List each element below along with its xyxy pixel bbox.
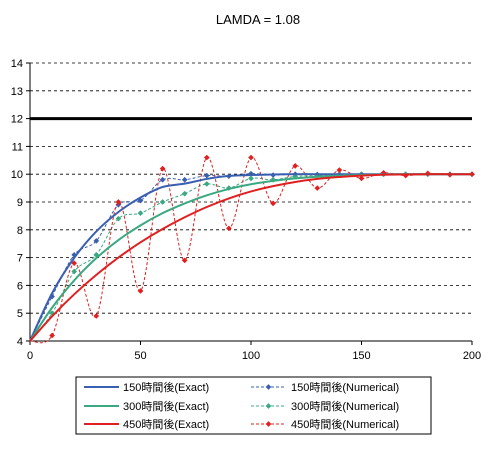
legend: 150時間後(Exact) 300時間後(Exact) 450時間後(Exact) 1… [75,376,432,435]
legend-label-numerical-2: 300時間後(Numerical) [291,399,399,413]
y-tick-label-6: 6 [17,280,23,292]
y-tick-label-7: 7 [17,253,23,265]
x-tick-label-100: 100 [242,350,260,362]
series-6-point-15 [358,175,365,182]
chart-title: LAMDA = 1.08 [216,12,300,27]
x-tick-label-150: 150 [352,350,370,362]
series-6-point-1 [49,332,55,339]
series-6-point-2 [71,260,78,266]
series-5-point-5 [137,210,144,216]
legend-label-numerical-1: 150時間後(Numerical) [291,380,399,394]
series-4-point-3 [93,238,100,244]
y-tick-label-8: 8 [17,225,23,237]
series-6-point-7 [181,257,188,264]
series-5-point-8 [203,181,210,187]
series-5-point-4 [115,215,122,222]
series-6-point-14 [336,167,343,173]
series-6-point-11 [270,200,276,207]
y-tick-label-11: 11 [12,141,23,153]
legend-label-exact-1: 150時間後(Exact) [123,380,209,394]
series-3-line [29,173,472,342]
x-tick-label-0: 0 [27,350,33,362]
y-tick-label-10: 10 [11,169,23,181]
legend-label-exact-2: 300時間後(Exact) [123,399,209,413]
series-6 [29,154,475,344]
plot-area [29,117,475,344]
legend-marker-numerical-2 [265,403,272,409]
series-6-point-4 [115,199,122,205]
x-tick-label-200: 200 [463,350,481,362]
series-5-point-7 [181,190,188,197]
legend-label-exact-3: 450時間後(Exact) [123,417,209,431]
series-4-point-6 [159,176,166,183]
series-5-point-6 [159,199,166,205]
series-6-point-6 [159,165,166,172]
y-tick-label-4: 4 [17,336,23,348]
series-6-point-8 [203,154,210,161]
series-6-point-5 [137,288,144,294]
y-tick-label-5: 5 [17,308,23,320]
axes [26,62,473,345]
series-6-point-9 [226,225,232,232]
series-4-point-7 [181,176,188,183]
tick-labels: 4 5 6 7 8 9 10 11 12 13 14 0 50 100 150 200 [11,58,481,362]
x-tick-label-50: 50 [134,350,146,362]
series-4-point-8 [203,172,210,179]
series-5-point-10 [248,175,254,182]
series-3 [29,173,472,342]
legend-marker-numerical-1 [265,384,272,390]
y-tick-label-9: 9 [17,197,23,209]
legend-label-numerical-3: 450時間後(Numerical) [291,417,399,431]
series-5-point-2 [71,268,78,275]
y-tick-label-13: 13 [11,86,23,98]
series-6-point-10 [248,154,254,161]
y-tick-label-14: 14 [11,58,23,70]
series-6-point-3 [93,313,100,319]
series-6-point-12 [292,163,299,169]
series-6-point-13 [314,185,321,191]
legend-marker-numerical-3 [265,421,272,427]
y-tick-label-12: 12 [11,114,23,126]
